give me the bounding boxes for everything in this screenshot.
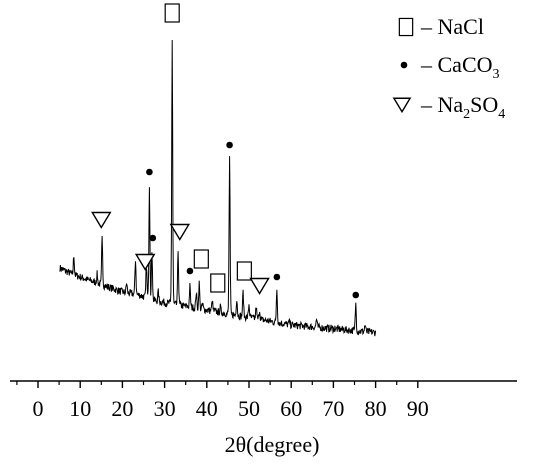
x-tick-label: 40 [196, 396, 218, 421]
na2so4-peak-marker [249, 277, 270, 295]
caco3-peak-marker [273, 273, 281, 281]
x-tick-label: 90 [407, 396, 429, 421]
legend-label: – Na2SO4 [420, 92, 505, 122]
caco3-peak-marker [186, 267, 194, 275]
legend: – NaCl – CaCO3 – Na2SO4 [392, 14, 505, 122]
caco3-peak-marker [146, 168, 153, 176]
xrd-pattern-line [59, 39, 377, 337]
peak-markers [91, 3, 360, 299]
nacl-peak-marker [193, 249, 209, 269]
legend-symbol-na2so4 [392, 97, 412, 114]
na2so4-peak-marker [91, 211, 112, 229]
x-tick-label: 20 [111, 396, 133, 421]
legend-symbol-nacl [398, 17, 414, 37]
x-tick-label: 70 [322, 396, 344, 421]
na2so4-peak-marker [134, 253, 156, 271]
x-tick-label: 50 [238, 396, 260, 421]
x-axis-label: 2θ(degree) [225, 432, 320, 457]
x-axis [10, 380, 517, 388]
nacl-peak-marker [236, 261, 252, 281]
legend-label: – NaCl [420, 14, 484, 39]
caco3-peak-marker [149, 234, 157, 242]
na2so4-peak-marker [169, 223, 191, 241]
x-tick-label: 10 [69, 396, 91, 421]
x-tick-labels: 0 10 20 30 40 50 60 70 80 90 [33, 396, 429, 421]
caco3-peak-marker [226, 141, 233, 149]
caco3-peak-marker [352, 291, 360, 299]
legend-symbol-caco3 [400, 61, 408, 69]
x-tick-label: 60 [280, 396, 302, 421]
x-tick-label: 0 [33, 396, 44, 421]
legend-label: – CaCO3 [420, 52, 500, 82]
nacl-peak-marker [164, 3, 180, 23]
x-tick-label: 30 [154, 396, 176, 421]
x-tick-label: 80 [365, 396, 387, 421]
diffraction-trace [59, 39, 377, 337]
nacl-peak-marker [210, 273, 226, 293]
